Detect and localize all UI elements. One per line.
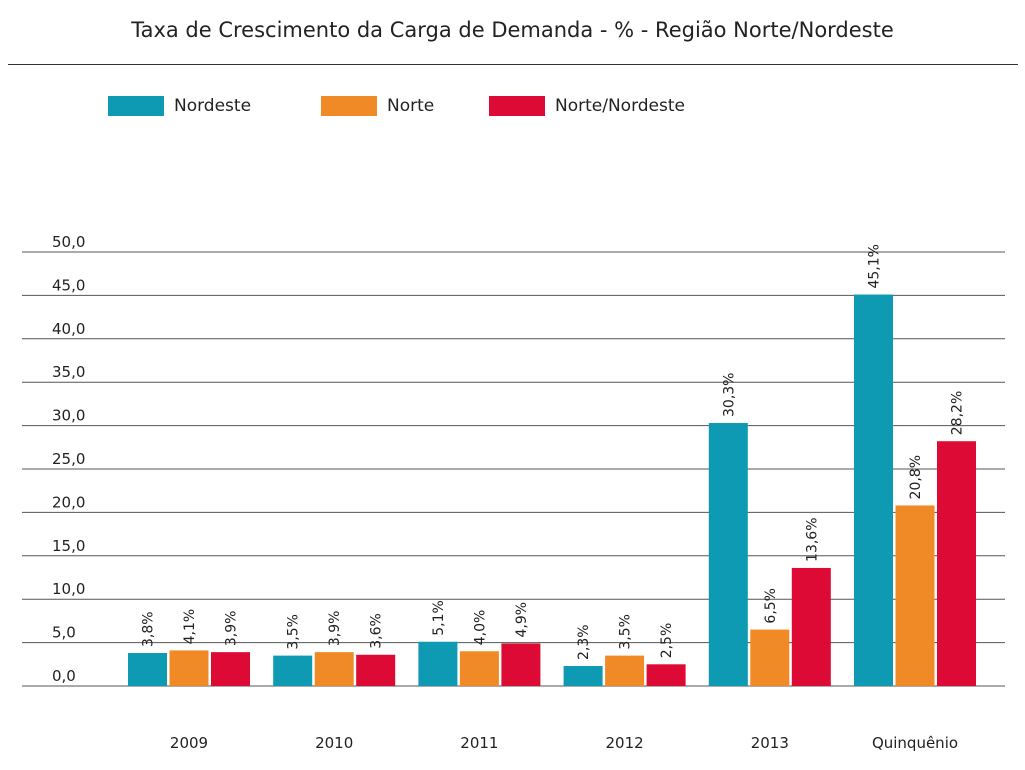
legend-item-norte-nordeste: Norte/Nordeste <box>489 96 685 116</box>
y-tick-label: 0,0 <box>52 667 76 685</box>
data-label: 13,6% <box>804 517 820 561</box>
y-tick-label: 15,0 <box>52 537 85 555</box>
data-label: 5,1% <box>431 600 447 636</box>
y-tick-label: 30,0 <box>52 407 85 425</box>
legend-swatch-norte-nordeste <box>489 96 545 116</box>
bar <box>314 652 354 686</box>
data-label: 2,5% <box>659 623 675 659</box>
legend-swatch-nordeste <box>108 96 164 116</box>
legend-item-norte: Norte <box>321 96 434 116</box>
bar <box>128 653 167 686</box>
data-label: 20,8% <box>908 455 924 499</box>
bar <box>459 651 499 686</box>
bar <box>708 422 748 686</box>
title-divider <box>8 64 1018 65</box>
y-tick-label: 10,0 <box>52 580 85 598</box>
legend-label-norte-nordeste: Norte/Nordeste <box>555 96 685 116</box>
y-tick-label: 5,0 <box>52 624 76 642</box>
y-tick-label: 25,0 <box>52 450 85 468</box>
legend-label-nordeste: Nordeste <box>174 96 252 116</box>
bar <box>273 655 313 686</box>
bar <box>563 666 603 686</box>
bar <box>418 641 458 686</box>
legend-item-nordeste: Nordeste <box>108 96 251 116</box>
data-label: 4,0% <box>472 610 488 646</box>
data-label: 45,1% <box>867 244 883 288</box>
data-label: 2,3% <box>576 624 592 660</box>
bar <box>750 629 790 686</box>
data-label: 3,9% <box>327 611 343 647</box>
y-tick-label: 20,0 <box>52 493 85 511</box>
chart-legend: Nordeste Norte Norte/Nordeste <box>0 96 1025 122</box>
bar <box>895 505 935 686</box>
data-label: 4,9% <box>514 602 530 638</box>
y-tick-label: 50,0 <box>52 233 85 251</box>
bar <box>646 664 686 686</box>
y-tick-label: 45,0 <box>52 276 85 294</box>
data-label: 3,6% <box>369 613 385 649</box>
bar <box>501 643 541 686</box>
data-label: 3,9% <box>224 611 240 647</box>
data-label: 3,5% <box>618 614 634 650</box>
y-tick-label: 35,0 <box>52 363 85 381</box>
bar <box>211 652 250 686</box>
x-tick-label: 2012 <box>606 734 644 752</box>
x-tick-label: 2009 <box>170 734 208 752</box>
legend-label-norte: Norte <box>387 96 435 116</box>
legend-swatch-norte <box>321 96 377 116</box>
data-label: 30,3% <box>721 373 737 417</box>
chart-title: Taxa de Crescimento da Carga de Demanda … <box>131 18 894 42</box>
y-tick-label: 40,0 <box>52 320 85 338</box>
bar <box>605 655 645 686</box>
data-label: 3,8% <box>141 611 157 647</box>
x-tick-label: 2010 <box>315 734 353 752</box>
bar <box>356 654 396 686</box>
data-label: 6,5% <box>763 588 779 624</box>
data-label: 4,1% <box>182 609 198 645</box>
x-tick-label: 2011 <box>460 734 498 752</box>
bar <box>854 294 893 686</box>
data-label: 28,2% <box>950 391 966 435</box>
bar <box>791 567 831 686</box>
x-tick-label: 2013 <box>751 734 789 752</box>
x-tick-label: Quinquênio <box>872 734 958 752</box>
bar <box>169 650 209 686</box>
bar <box>937 441 976 686</box>
data-label: 3,5% <box>286 614 302 650</box>
